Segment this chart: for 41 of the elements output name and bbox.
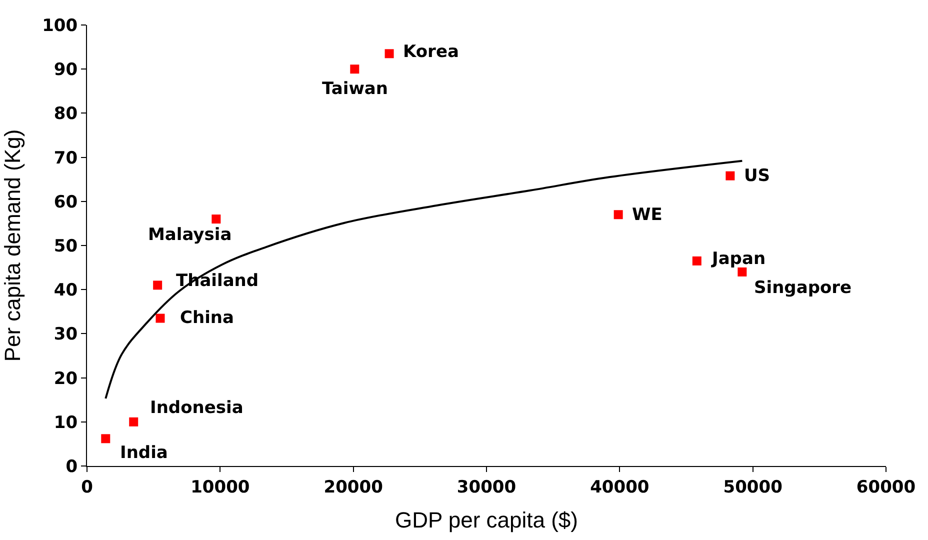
y-tick-label: 80: [54, 104, 78, 124]
y-tick-label: 0: [66, 456, 78, 477]
point: [384, 49, 394, 58]
point: [101, 434, 110, 444]
point: [350, 64, 360, 74]
y-tick-label: 30: [54, 324, 78, 345]
y-tick-label: 90: [54, 60, 78, 80]
y-tick-label: 70: [54, 148, 78, 168]
x-tick-label: 30000: [456, 477, 516, 498]
annotation: China: [180, 308, 234, 328]
point: [614, 210, 623, 220]
annotation: Singapore: [754, 278, 852, 298]
point: [212, 214, 221, 224]
point: [156, 314, 165, 323]
annotation: US: [744, 166, 770, 186]
annotation: Malaysia: [148, 225, 232, 245]
annotation: India: [120, 443, 168, 463]
y-tick-label: 10: [54, 412, 78, 433]
point: [738, 267, 747, 276]
point: [129, 417, 138, 426]
y-tick-label: 20: [54, 368, 78, 389]
y-axis-title: Per capita demand (Kg): [0, 129, 25, 362]
x-tick-label: 40000: [590, 477, 650, 498]
annotation: Indonesia: [150, 398, 244, 418]
y-tick-label: 50: [54, 236, 78, 256]
point: [153, 280, 162, 290]
annotation: Korea: [403, 42, 459, 62]
y-tick-label: 60: [54, 192, 78, 212]
x-tick-label: 0: [81, 477, 94, 498]
point: [692, 256, 702, 266]
y-tick-label: 40: [54, 280, 78, 301]
point: [726, 171, 735, 180]
x-tick-label: 10000: [190, 477, 250, 498]
annotation: WE: [632, 205, 662, 225]
y-tick-label: 100: [42, 16, 78, 36]
x-tick-label: 50000: [723, 477, 783, 498]
annotation: Taiwan: [322, 79, 388, 99]
x-tick-label: 20000: [324, 477, 384, 498]
x-axis-title: GDP per capita ($): [394, 507, 578, 532]
x-tick-label: 60000: [856, 477, 916, 498]
annotation: Japan: [711, 249, 766, 269]
